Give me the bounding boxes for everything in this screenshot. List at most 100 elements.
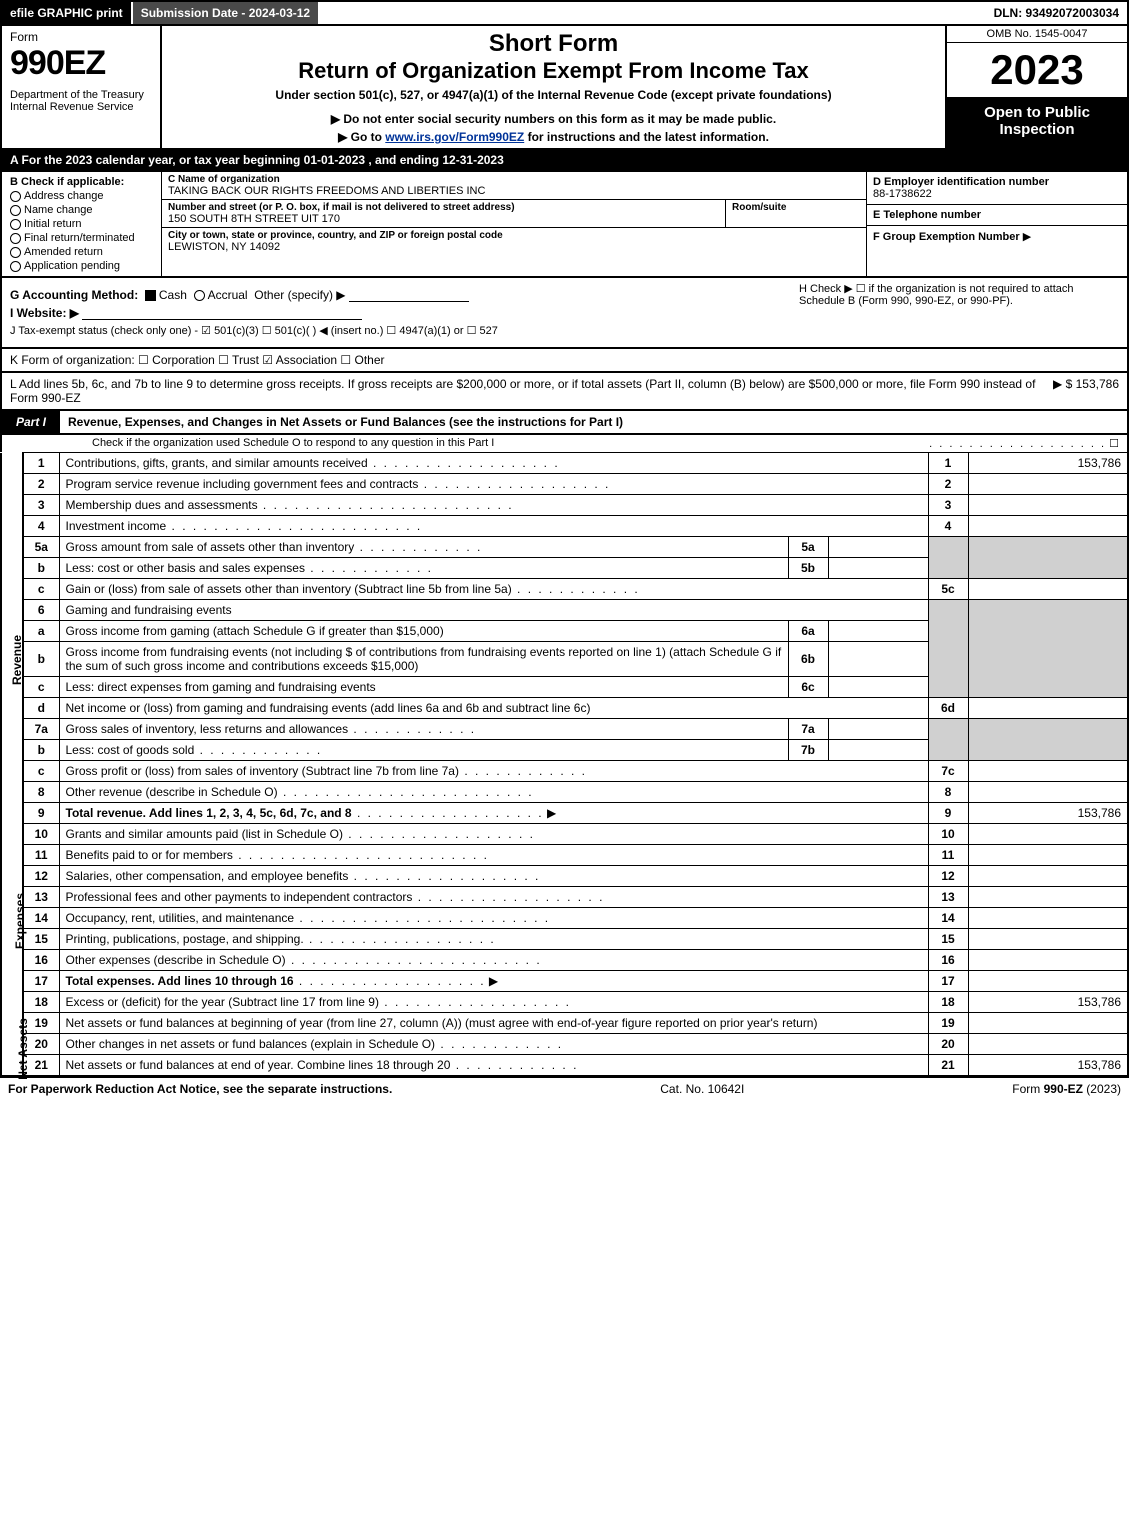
section-F: F Group Exemption Number ▶ — [867, 226, 1127, 247]
part1-title-wrap: Revenue, Expenses, and Changes in Net As… — [60, 411, 1127, 433]
desc-7b: Less: cost of goods sold — [59, 740, 788, 761]
street-label: Number and street (or P. O. box, if mail… — [168, 202, 719, 213]
c-name-value: TAKING BACK OUR RIGHTS FREEDOMS AND LIBE… — [168, 185, 860, 197]
sub-5b: 5b — [788, 558, 828, 579]
netassets-side: Net Assets — [1, 992, 23, 1077]
part1-bar: Part I Revenue, Expenses, and Changes in… — [0, 411, 1129, 435]
ln-15: 15 — [23, 929, 59, 950]
sub-7b: 7b — [788, 740, 828, 761]
desc-18: Excess or (deficit) for the year (Subtra… — [59, 992, 928, 1013]
footer-left: For Paperwork Reduction Act Notice, see … — [8, 1082, 392, 1096]
form-title-col: Short Form Return of Organization Exempt… — [162, 26, 947, 148]
val-5c — [968, 579, 1128, 600]
revenue-side: Revenue — [1, 453, 23, 824]
e-label: E Telephone number — [873, 209, 1121, 221]
section-L: L Add lines 5b, 6c, and 7b to line 9 to … — [0, 373, 1129, 411]
val-19 — [968, 1013, 1128, 1034]
num-5c: 5c — [928, 579, 968, 600]
ln-11: 11 — [23, 845, 59, 866]
greyval-7 — [968, 719, 1128, 761]
ln-18: 18 — [23, 992, 59, 1013]
form-left-col: Form 990EZ Department of the Treasury In… — [2, 26, 162, 148]
part1-subline: Check if the organization used Schedule … — [0, 435, 1129, 452]
num-10: 10 — [928, 824, 968, 845]
chk-initial-return[interactable]: Initial return — [10, 218, 153, 230]
g-label: G Accounting Method: — [10, 288, 138, 302]
city-value: LEWISTON, NY 14092 — [168, 241, 860, 253]
grey-6 — [928, 600, 968, 698]
chk-address-change[interactable]: Address change — [10, 190, 153, 202]
ln-5b: b — [23, 558, 59, 579]
num-16: 16 — [928, 950, 968, 971]
desc-19: Net assets or fund balances at beginning… — [59, 1013, 928, 1034]
c-name-label: C Name of organization — [168, 174, 860, 185]
section-K: K Form of organization: ☐ Corporation ☐ … — [0, 349, 1129, 373]
val-11 — [968, 845, 1128, 866]
page-footer: For Paperwork Reduction Act Notice, see … — [0, 1077, 1129, 1100]
g-cash: Cash — [159, 288, 187, 302]
goto-line: ▶ Go to www.irs.gov/Form990EZ for instru… — [170, 130, 937, 144]
grey-5 — [928, 537, 968, 579]
section-C: C Name of organization TAKING BACK OUR R… — [162, 172, 867, 276]
val-7c — [968, 761, 1128, 782]
part1-title: Revenue, Expenses, and Changes in Net As… — [60, 411, 1127, 433]
section-I: I Website: ▶ — [10, 306, 1119, 320]
chk-application-pending[interactable]: Application pending — [10, 260, 153, 272]
sub-6c: 6c — [788, 677, 828, 698]
chk-amended-return[interactable]: Amended return — [10, 246, 153, 258]
desc-20: Other changes in net assets or fund bala… — [59, 1034, 928, 1055]
val-13 — [968, 887, 1128, 908]
b-header: B Check if applicable: — [10, 176, 153, 188]
desc-11: Benefits paid to or for members — [59, 845, 928, 866]
num-4: 4 — [928, 516, 968, 537]
g-other: Other (specify) ▶ — [254, 288, 345, 302]
num-19: 19 — [928, 1013, 968, 1034]
g-cash-check[interactable] — [145, 290, 156, 301]
desc-6b: Gross income from fundraising events (no… — [59, 642, 788, 677]
part1-table: Revenue 1 Contributions, gifts, grants, … — [0, 452, 1129, 1077]
ln-4: 4 — [23, 516, 59, 537]
num-9: 9 — [928, 803, 968, 824]
irs-link[interactable]: www.irs.gov/Form990EZ — [385, 130, 524, 144]
num-11: 11 — [928, 845, 968, 866]
desc-6: Gaming and fundraising events — [59, 600, 928, 621]
ln-7c: c — [23, 761, 59, 782]
subval-5b — [828, 558, 928, 579]
sub-6b: 6b — [788, 642, 828, 677]
num-3: 3 — [928, 495, 968, 516]
num-12: 12 — [928, 866, 968, 887]
ln-6c: c — [23, 677, 59, 698]
desc-5c: Gain or (loss) from sale of assets other… — [59, 579, 928, 600]
street-value: 150 SOUTH 8TH STREET UIT 170 — [168, 213, 719, 225]
form-header: Form 990EZ Department of the Treasury In… — [0, 26, 1129, 150]
ln-6b: b — [23, 642, 59, 677]
website-blank[interactable] — [82, 306, 362, 320]
sub-7a: 7a — [788, 719, 828, 740]
val-17 — [968, 971, 1128, 992]
short-form-title: Short Form — [170, 30, 937, 58]
val-2 — [968, 474, 1128, 495]
block-ghij: H Check ▶ ☐ if the organization is not r… — [0, 278, 1129, 349]
g-accrual-check[interactable] — [194, 290, 205, 301]
open-to-public: Open to Public Inspection — [947, 98, 1127, 148]
sub-5a: 5a — [788, 537, 828, 558]
val-10 — [968, 824, 1128, 845]
desc-7c: Gross profit or (loss) from sales of inv… — [59, 761, 928, 782]
section-H: H Check ▶ ☐ if the organization is not r… — [799, 282, 1119, 307]
val-18: 153,786 — [968, 992, 1128, 1013]
d-label: D Employer identification number — [873, 176, 1121, 188]
footer-mid: Cat. No. 10642I — [660, 1082, 744, 1096]
desc-9: Total revenue. Add lines 1, 2, 3, 4, 5c,… — [59, 803, 928, 824]
efile-label[interactable]: efile GRAPHIC print — [2, 2, 131, 24]
city-label: City or town, state or province, country… — [168, 230, 860, 241]
ln-16: 16 — [23, 950, 59, 971]
city-row: City or town, state or province, country… — [162, 228, 866, 255]
ln-6d: d — [23, 698, 59, 719]
g-other-blank[interactable] — [349, 288, 469, 302]
chk-name-change[interactable]: Name change — [10, 204, 153, 216]
footer-right: Form 990-EZ (2023) — [1012, 1082, 1121, 1096]
part1-sub-check[interactable]: ☐ — [929, 437, 1119, 450]
greyval-6 — [968, 600, 1128, 698]
chk-final-return[interactable]: Final return/terminated — [10, 232, 153, 244]
street-cell: Number and street (or P. O. box, if mail… — [162, 200, 726, 227]
